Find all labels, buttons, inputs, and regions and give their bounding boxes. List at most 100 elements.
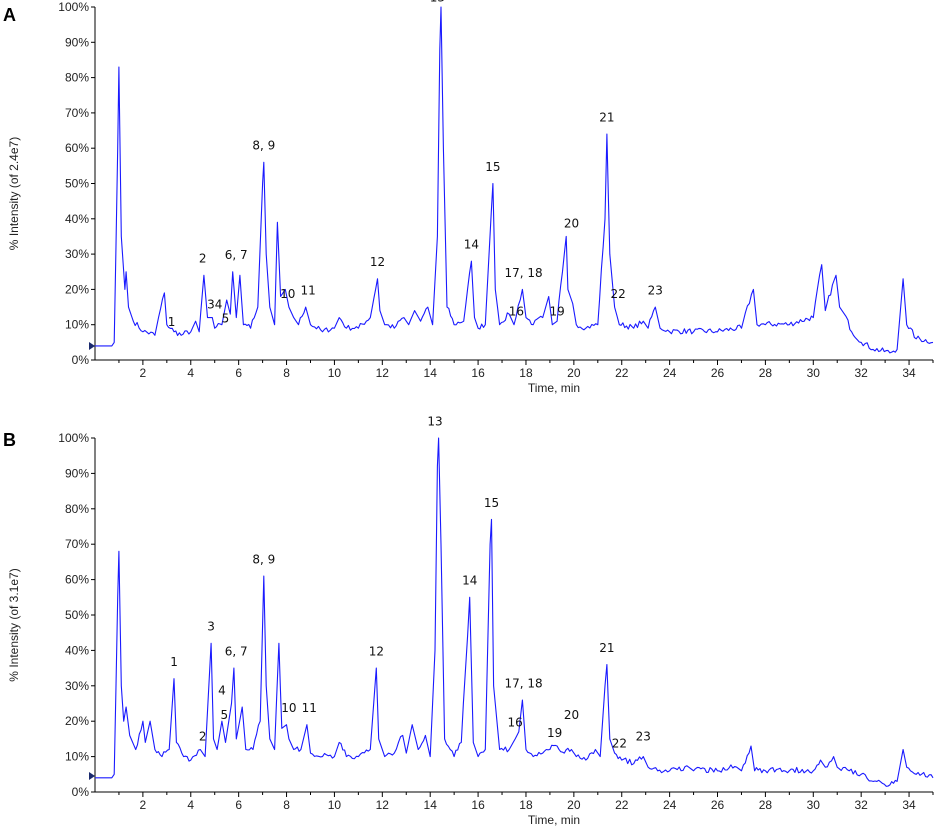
x-tick-label: 8 — [283, 366, 290, 380]
y-tick-label: 40% — [65, 643, 89, 657]
peak-label: 8, 9 — [252, 552, 275, 566]
x-tick-label: 8 — [283, 798, 290, 812]
chromatogram-trace — [95, 437, 934, 787]
x-tick-label: 22 — [615, 366, 629, 380]
x-tick-label: 12 — [376, 366, 390, 380]
peak-label: 15 — [484, 496, 499, 510]
peak-label: 13 — [430, 0, 445, 4]
peak-label: 22 — [611, 287, 626, 301]
y-axis-title: % Intensity (of 3.1e7) — [7, 568, 21, 681]
peak-label: 6, 7 — [225, 644, 248, 658]
peak-label: 16 — [508, 715, 523, 729]
y-tick-label: 50% — [65, 177, 89, 191]
x-tick-label: 26 — [711, 798, 725, 812]
chromatogram-trace — [95, 6, 934, 354]
x-tick-label: 6 — [235, 366, 242, 380]
peak-label: 10 — [280, 287, 295, 301]
x-tick-label: 4 — [187, 798, 194, 812]
y-tick-label: 70% — [65, 537, 89, 551]
x-tick-label: 14 — [424, 798, 438, 812]
y-tick-label: 60% — [65, 573, 89, 587]
x-tick-label: 32 — [854, 798, 868, 812]
peak-label: 14 — [462, 574, 477, 588]
y-tick-label: 60% — [65, 141, 89, 155]
y-tick-label: 80% — [65, 71, 89, 85]
peak-label: 4 — [218, 683, 226, 697]
x-tick-label: 16 — [471, 366, 485, 380]
peak-label: 11 — [300, 283, 315, 297]
panel-a-letter: A — [3, 5, 16, 25]
y-tick-label: 0% — [72, 785, 90, 799]
y-tick-label: 30% — [65, 247, 89, 261]
peak-label: 19 — [547, 726, 562, 740]
y-tick-label: 100% — [58, 0, 89, 14]
x-tick-label: 34 — [902, 798, 916, 812]
peak-label: 23 — [648, 283, 663, 297]
x-tick-label: 22 — [615, 798, 629, 812]
x-tick-label: 28 — [759, 798, 773, 812]
y-tick-label: 10% — [65, 318, 89, 332]
x-tick-label: 32 — [854, 366, 868, 380]
peak-label: 16 — [509, 305, 524, 319]
peak-label: 3 — [207, 620, 215, 634]
x-tick-label: 30 — [807, 366, 821, 380]
x-tick-label: 18 — [519, 366, 533, 380]
x-axis-title: Time, min — [528, 381, 580, 395]
peak-label: 1 — [168, 315, 176, 329]
baseline-marker-icon — [89, 342, 95, 350]
peak-label: 15 — [485, 160, 500, 174]
panel-a-chart: A 0%10%20%30%40%50%60%70%80%90%100%2 4 6 8 1… — [3, 0, 934, 395]
peak-label: 11 — [302, 701, 317, 715]
x-tick-label: 34 — [902, 366, 916, 380]
x-tick-label: 10 — [328, 798, 342, 812]
x-tick-label: 30 — [807, 798, 821, 812]
peak-label: 1 — [170, 655, 178, 669]
x-tick-label: 24 — [663, 366, 677, 380]
y-tick-label: 50% — [65, 608, 89, 622]
peak-label: 21 — [599, 641, 614, 655]
y-axis-title: % Intensity (of 2.4e7) — [7, 137, 21, 250]
x-tick-label: 14 — [424, 366, 438, 380]
peak-label: 17, 18 — [504, 266, 542, 280]
x-tick-label: 10 — [328, 366, 342, 380]
x-tick-label: 20 — [567, 366, 581, 380]
y-tick-label: 10% — [65, 750, 89, 764]
peak-label: 34 — [207, 298, 222, 312]
y-tick-label: 70% — [65, 106, 89, 120]
peak-label: 10 — [281, 701, 296, 715]
peak-label: 23 — [636, 729, 651, 743]
x-tick-label: 6 — [235, 798, 242, 812]
y-tick-label: 20% — [65, 714, 89, 728]
y-tick-label: 30% — [65, 679, 89, 693]
x-tick-label: 12 — [376, 798, 390, 812]
x-axis-title: Time, min — [528, 813, 580, 827]
peak-label: 17, 18 — [504, 676, 542, 690]
y-tick-label: 90% — [65, 35, 89, 49]
peak-label: 13 — [427, 414, 442, 428]
peak-label: 20 — [564, 708, 579, 722]
x-tick-label: 18 — [519, 798, 533, 812]
peak-label: 20 — [564, 216, 579, 230]
x-tick-label: 16 — [471, 798, 485, 812]
peak-label: 12 — [370, 255, 385, 269]
peak-label: 19 — [549, 305, 564, 319]
peak-label: 6, 7 — [225, 248, 248, 262]
x-tick-label: 28 — [759, 366, 773, 380]
peak-label: 8, 9 — [252, 139, 275, 153]
y-tick-label: 100% — [58, 431, 89, 445]
peak-label: 21 — [599, 110, 614, 124]
y-tick-label: 40% — [65, 212, 89, 226]
baseline-marker-icon — [89, 772, 95, 780]
x-tick-label: 26 — [711, 366, 725, 380]
x-tick-label: 2 — [140, 366, 147, 380]
y-tick-label: 0% — [72, 353, 90, 367]
x-tick-label: 4 — [187, 366, 194, 380]
x-tick-label: 24 — [663, 798, 677, 812]
panel-b-chart: B 0%10%20%30%40%50%60%70%80%90%100%2 4 6 8 1… — [3, 414, 934, 827]
peak-label: 14 — [464, 238, 479, 252]
panel-b-letter: B — [3, 430, 16, 450]
peak-label: 22 — [612, 737, 627, 751]
peak-label: 12 — [369, 644, 384, 658]
x-tick-label: 20 — [567, 798, 581, 812]
